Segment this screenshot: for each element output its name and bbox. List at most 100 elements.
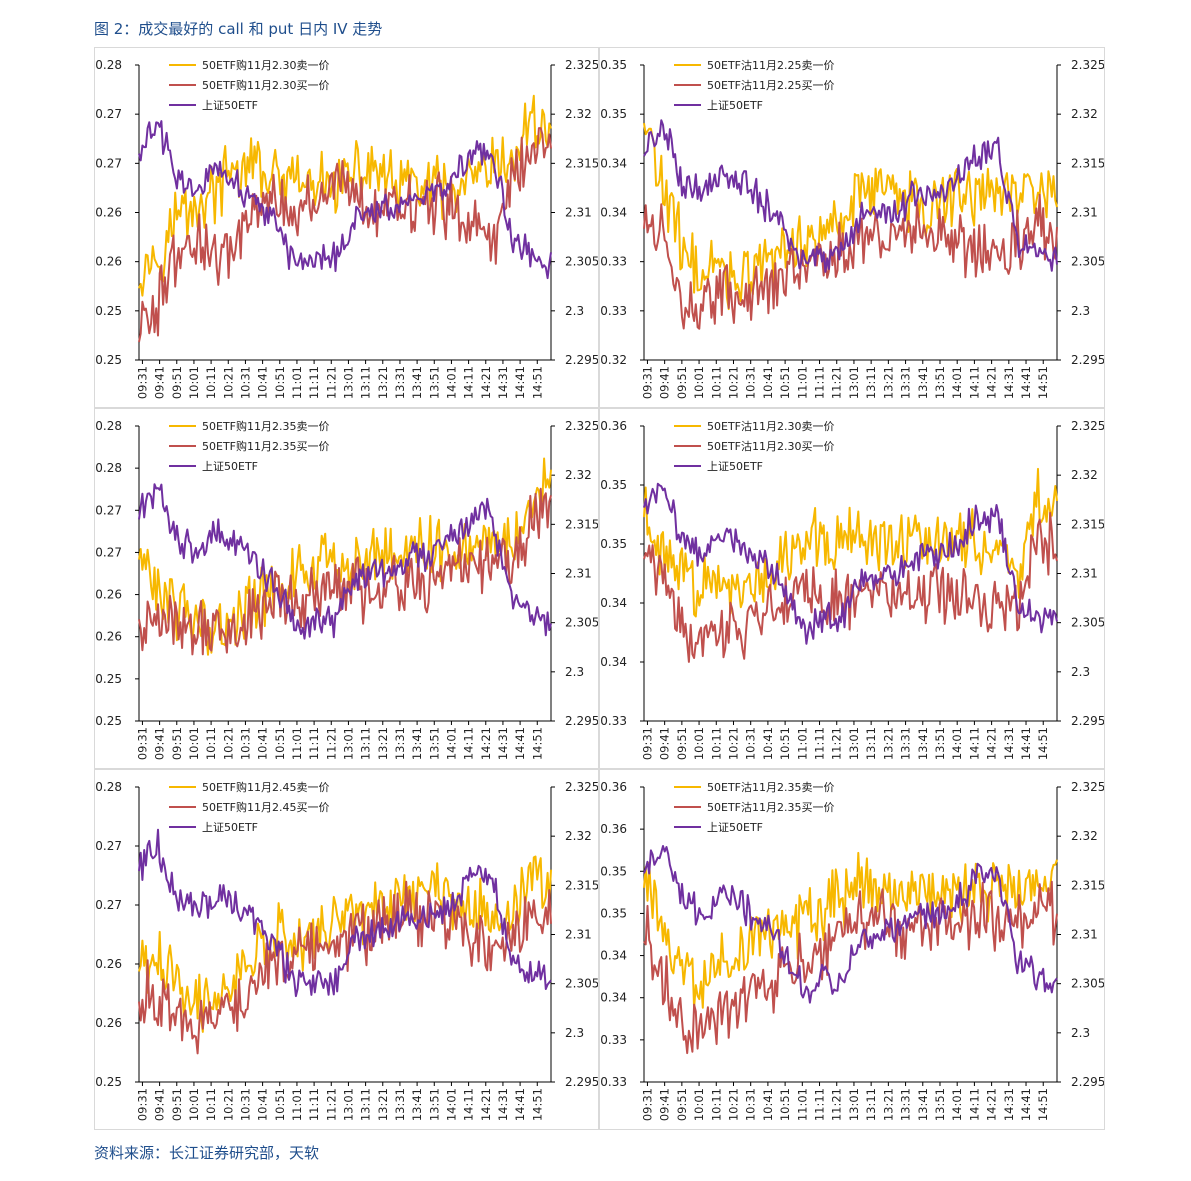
series-line-index (138, 828, 552, 998)
x-tick-label: 13:31 (393, 727, 407, 760)
y-left-tick-label: 0.33 (600, 304, 627, 318)
x-tick-label: 13:41 (410, 1088, 424, 1121)
legend-label-sell: 50ETF购11月2.35卖一价 (202, 419, 329, 433)
y-left-tick-label: 0.35 (600, 864, 627, 878)
y-right-tick-label: 2.315 (565, 156, 598, 170)
y-left-tick-label: 0.27 (95, 545, 122, 559)
x-tick-label: 11:11 (813, 366, 827, 399)
y-right-tick-label: 2.31 (565, 567, 592, 581)
x-tick-label: 10:41 (761, 727, 775, 760)
y-left-tick-label: 0.35 (600, 58, 627, 72)
y-right-tick-label: 2.315 (565, 878, 598, 892)
y-right-tick-label: 2.32 (1071, 107, 1098, 121)
x-tick-label: 13:51 (427, 727, 441, 760)
x-tick-label: 14:01 (444, 727, 458, 760)
y-right-tick-label: 2.3 (1071, 1026, 1090, 1040)
y-left-tick-label: 0.26 (95, 630, 122, 644)
x-tick-label: 09:31 (135, 366, 149, 399)
y-left-tick-label: 0.28 (95, 58, 122, 72)
x-tick-label: 13:41 (916, 727, 930, 760)
x-tick-label: 11:01 (290, 1088, 304, 1121)
x-tick-label: 10:01 (692, 727, 706, 760)
series-line-buy (138, 487, 552, 656)
series-line-buy (643, 193, 1058, 330)
y-right-tick-label: 2.325 (1071, 419, 1104, 433)
x-tick-label: 10:01 (187, 727, 201, 760)
x-tick-label: 10:31 (744, 1088, 758, 1121)
y-left-tick-label: 0.27 (95, 503, 122, 517)
x-tick-label: 13:01 (847, 1088, 861, 1121)
x-tick-label: 11:21 (830, 1088, 844, 1121)
x-tick-label: 11:01 (795, 366, 809, 399)
legend-label-buy: 50ETF购11月2.45买一价 (202, 800, 329, 814)
series-line-index (643, 482, 1058, 645)
y-right-tick-label: 2.325 (565, 419, 598, 433)
series-line-sell (643, 851, 1058, 1010)
x-tick-label: 13:51 (933, 727, 947, 760)
x-tick-label: 14:21 (985, 727, 999, 760)
legend-label-sell: 50ETF沽11月2.25卖一价 (707, 59, 834, 72)
x-tick-label: 14:51 (1036, 1088, 1050, 1121)
x-tick-label: 09:41 (153, 1088, 167, 1121)
y-right-tick-label: 2.295 (1071, 353, 1104, 367)
x-tick-label: 09:51 (170, 727, 184, 760)
series-line-sell (138, 94, 552, 297)
x-tick-label: 13:21 (376, 366, 390, 399)
x-tick-label: 09:41 (658, 366, 672, 399)
y-right-tick-label: 2.31 (565, 928, 592, 942)
y-left-tick-label: 0.34 (600, 156, 627, 170)
legend-label-sell: 50ETF购11月2.45卖一价 (202, 780, 329, 794)
chart-bottom-right: 0.33 0.33 0.34 0.34 0.35 0.35 0.36 0.36 2.295 2.3… (600, 780, 1104, 1121)
y-left-tick-label: 0.25 (95, 1075, 122, 1089)
legend-label-buy: 50ETF沽11月2.30买一价 (707, 440, 834, 453)
x-tick-label: 14:31 (496, 366, 510, 399)
y-left-tick-label: 0.34 (600, 206, 627, 220)
series-line-index (138, 483, 552, 640)
legend-label-sell: 50ETF沽11月2.35卖一价 (707, 781, 834, 794)
y-right-tick-label: 2.31 (1071, 928, 1098, 942)
x-tick-label: 13:31 (899, 1088, 913, 1121)
y-left-tick-label: 0.35 (600, 107, 627, 121)
x-tick-label: 14:01 (444, 1088, 458, 1121)
y-left-tick-label: 0.27 (95, 107, 122, 121)
y-right-tick-label: 2.3 (565, 1026, 584, 1040)
x-tick-label: 14:41 (513, 1088, 527, 1121)
y-right-tick-label: 2.315 (565, 517, 598, 531)
y-right-tick-label: 2.295 (565, 1075, 598, 1089)
x-tick-label: 10:41 (256, 366, 270, 399)
y-left-tick-label: 0.34 (600, 655, 627, 669)
chart-panel-bottom-left: 0.25 0.26 0.26 0.27 0.27 0.28 2.295 2.3 2.305 2.3… (94, 769, 599, 1130)
x-tick-label: 14:11 (967, 1088, 981, 1121)
y-right-tick-label: 2.3 (1071, 665, 1090, 679)
x-tick-label: 13:11 (864, 366, 878, 399)
y-right-tick-label: 2.31 (565, 206, 592, 220)
legend-label-buy: 50ETF购11月2.30买一价 (202, 78, 329, 92)
y-right-tick-label: 2.315 (1071, 517, 1104, 531)
y-left-tick-label: 0.25 (95, 672, 122, 686)
y-right-tick-label: 2.325 (1071, 780, 1104, 794)
y-left-tick-label: 0.28 (95, 780, 122, 794)
y-right-tick-label: 2.305 (565, 255, 598, 269)
x-tick-label: 13:41 (410, 366, 424, 399)
y-left-tick-label: 0.35 (600, 478, 627, 492)
x-tick-label: 13:21 (881, 1088, 895, 1121)
x-tick-label: 13:01 (847, 366, 861, 399)
x-tick-label: 11:21 (324, 1088, 338, 1121)
y-left-tick-label: 0.26 (95, 1016, 122, 1030)
x-tick-label: 09:31 (640, 1088, 654, 1121)
x-tick-label: 10:21 (221, 366, 235, 399)
series-line-sell (138, 855, 552, 1033)
x-tick-label: 14:41 (1019, 1088, 1033, 1121)
x-tick-label: 09:41 (658, 727, 672, 760)
chart-panel-middle-left: 0.25 0.25 0.26 0.26 0.27 0.27 0.28 0.28 2.295 2.3… (94, 408, 599, 769)
x-tick-label: 09:51 (675, 1088, 689, 1121)
legend-label-sell: 50ETF购11月2.30卖一价 (202, 58, 329, 72)
x-tick-label: 10:41 (761, 366, 775, 399)
x-tick-label: 13:21 (881, 366, 895, 399)
y-left-tick-label: 0.34 (600, 991, 627, 1005)
x-tick-label: 09:41 (658, 1088, 672, 1121)
x-tick-label: 10:21 (726, 727, 740, 760)
x-tick-label: 14:41 (1019, 727, 1033, 760)
x-tick-label: 13:11 (359, 366, 373, 399)
x-tick-label: 10:31 (238, 727, 252, 760)
